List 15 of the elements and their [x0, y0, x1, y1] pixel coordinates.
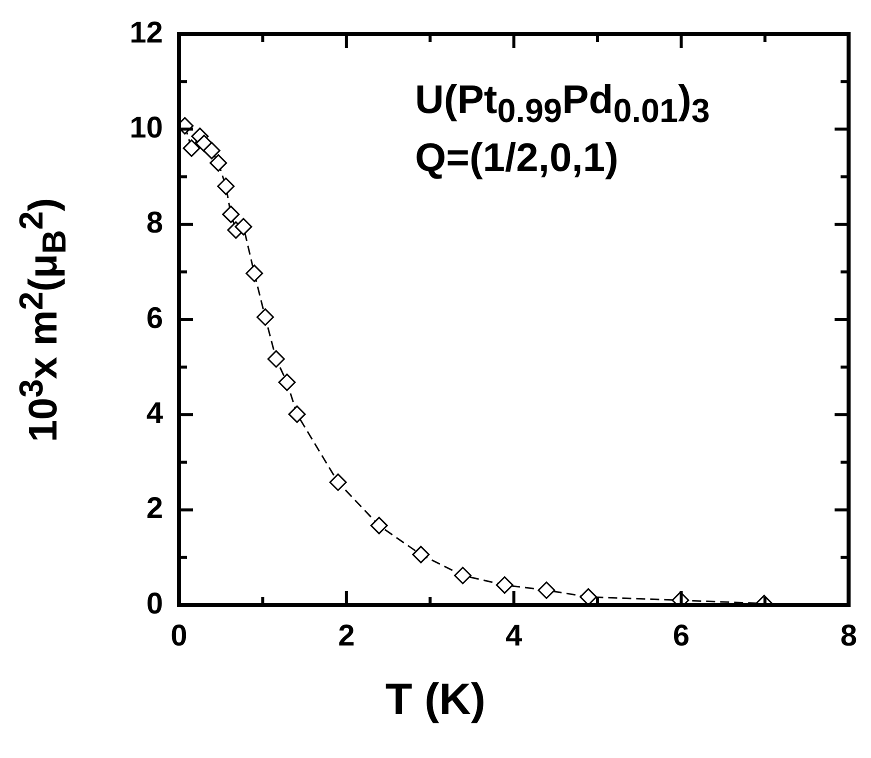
y-tick-label: 2	[146, 492, 163, 526]
y-tick-label: 4	[146, 396, 164, 430]
y-tick-label: 12	[130, 16, 163, 50]
y-tick-label: 8	[146, 206, 163, 240]
x-tick-label: 6	[672, 619, 690, 652]
annotation: U(Pt$_{0.99}$Pd$_{0.01}$)$_{3}$	[415, 78, 710, 131]
x-tick-label: 2	[338, 619, 355, 652]
x-tick-label: 8	[840, 619, 857, 652]
y-tick-label: 6	[146, 302, 163, 335]
y-tick-label: 10	[130, 111, 163, 144]
x-tick-label: 0	[170, 619, 188, 652]
x-tick-label: 4	[505, 619, 522, 652]
annotation: Q=(1/2,0,1)	[415, 136, 618, 181]
y-tick-label: 0	[146, 587, 163, 620]
x-axis-title: T (K)	[384, 675, 487, 725]
